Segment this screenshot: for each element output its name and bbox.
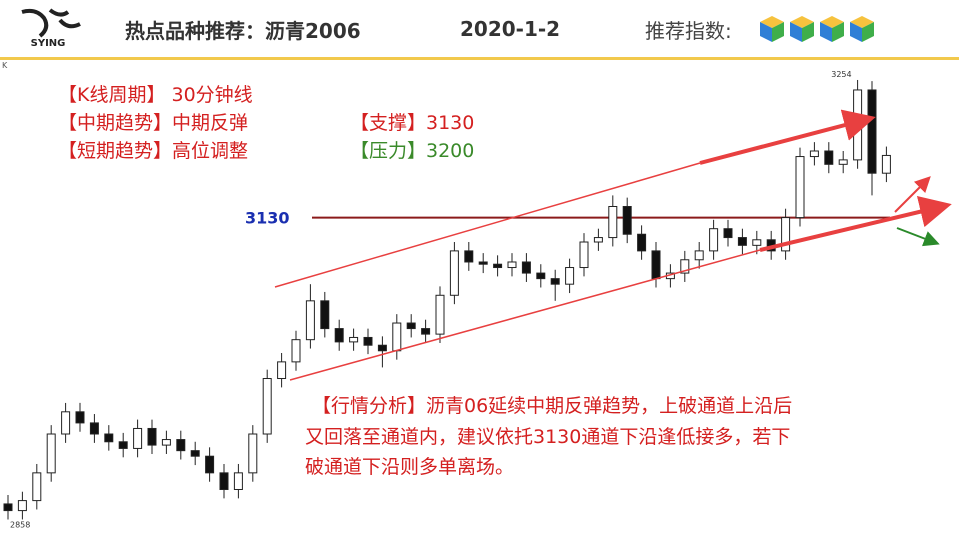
candle-body: [680, 259, 690, 274]
candle-body: [320, 300, 330, 330]
header-rule: [0, 57, 959, 60]
candle-body: [61, 411, 71, 435]
candle-body: [406, 322, 416, 330]
date: 2020-1-2: [460, 17, 560, 41]
candle-body: [824, 150, 834, 165]
candle-body: [3, 503, 13, 512]
candle-body: [377, 344, 387, 352]
candle-body: [536, 272, 546, 280]
candle-body: [32, 472, 42, 502]
support-label: 3130: [245, 209, 290, 228]
title: 热点品种推荐：沥青2006: [125, 19, 361, 43]
candle-body: [651, 250, 661, 280]
candle-body: [838, 159, 848, 165]
candle-body: [262, 378, 272, 435]
candle-body: [133, 427, 143, 449]
candle-body: [233, 472, 243, 490]
analysis: 又回落至通道内，建议依托3130通道下沿逢低接多，若下: [305, 426, 790, 448]
candle-body: [795, 156, 805, 219]
candle-body: [637, 233, 647, 252]
candle-body: [190, 450, 200, 457]
candle-body: [17, 500, 27, 512]
candle-body: [349, 336, 359, 343]
candle-body: [709, 228, 719, 252]
support-note: 【支撑】3130: [350, 112, 474, 134]
candle-body: [277, 361, 287, 380]
channel: [274, 109, 952, 381]
candle-body: [550, 278, 560, 285]
candle-body: [493, 263, 503, 269]
candle-body: [464, 250, 474, 263]
candle-body: [147, 427, 157, 446]
candle-body: [507, 261, 517, 269]
candle-body: [435, 294, 445, 335]
candle-body: [421, 328, 431, 335]
candle-body: [46, 433, 56, 474]
rating-label: 推荐指数:: [645, 19, 732, 43]
logo: SYING: [31, 38, 66, 49]
low-label: 2858: [10, 520, 30, 529]
note: 【K线周期】 30分钟线: [58, 84, 253, 106]
analysis: 【行情分析】沥青06延续中期反弹趋势，上破通道上沿后: [312, 395, 792, 417]
candle-body: [205, 455, 215, 474]
candle-body: [248, 433, 258, 474]
resistance-note: 【压力】3200: [350, 140, 474, 162]
note: 【短期趋势】高位调整: [58, 140, 248, 162]
note: 【中期趋势】中期反弹: [58, 112, 248, 134]
candle-body: [291, 339, 301, 363]
candle-body: [363, 336, 373, 346]
axis-label: K: [2, 61, 8, 70]
candle-body: [334, 328, 344, 343]
candle-body: [867, 89, 877, 174]
candle-body: [608, 205, 618, 239]
candle-body: [737, 237, 747, 246]
candle-body: [579, 241, 589, 269]
candle-body: [392, 322, 402, 352]
candle-body: [161, 439, 171, 446]
high-label: 3254: [831, 70, 851, 79]
candle-body: [75, 411, 85, 424]
candle-body: [176, 439, 186, 452]
candle-body: [593, 237, 603, 243]
candle-body: [565, 267, 575, 285]
candle-body: [104, 433, 114, 443]
candle-body: [881, 154, 891, 174]
candle-body: [809, 150, 819, 158]
candle-body: [781, 217, 791, 252]
candle-body: [219, 472, 229, 490]
logo-mark: [21, 8, 81, 38]
candle-body: [521, 261, 531, 274]
candle-body: [694, 250, 704, 261]
rating-icons: [760, 16, 874, 42]
analysis: 破通道下沿则多单离场。: [305, 456, 514, 478]
candle-body: [305, 300, 315, 341]
candle-body: [478, 261, 488, 265]
candle-body: [118, 441, 128, 449]
candle-body: [853, 89, 863, 161]
candle-body: [752, 239, 762, 246]
candle-body: [723, 228, 733, 239]
candle-body: [89, 422, 99, 435]
candle-body: [449, 250, 459, 296]
candle-body: [622, 205, 632, 235]
